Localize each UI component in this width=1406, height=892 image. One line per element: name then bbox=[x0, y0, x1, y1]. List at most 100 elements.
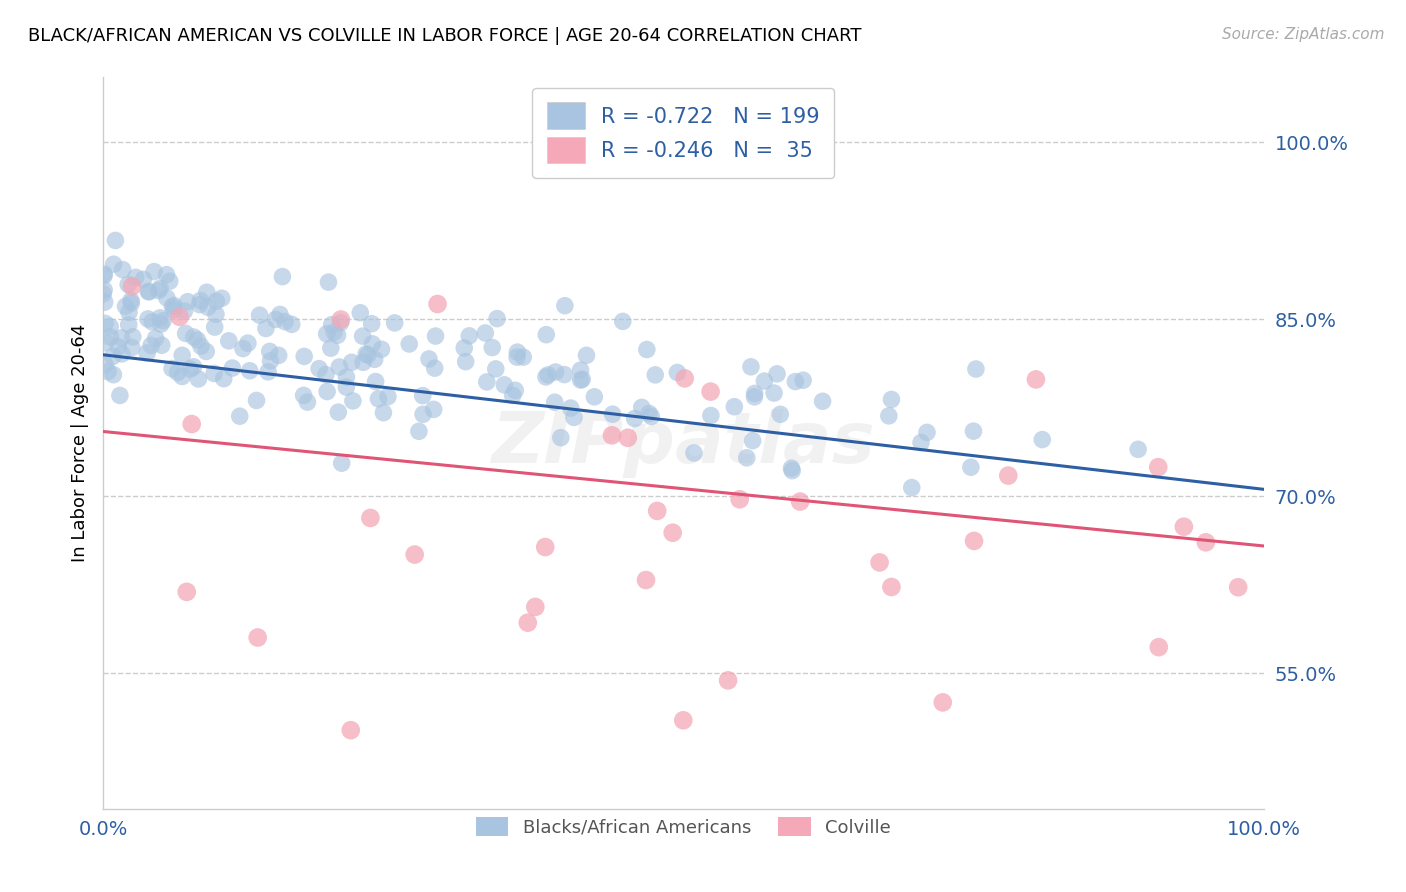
Point bbox=[1173, 519, 1195, 533]
Point bbox=[292, 388, 315, 402]
Point bbox=[717, 673, 740, 688]
Point bbox=[789, 494, 811, 508]
Point bbox=[740, 359, 762, 374]
Point bbox=[360, 317, 382, 331]
Point bbox=[384, 316, 406, 330]
Point bbox=[364, 375, 387, 389]
Point bbox=[915, 425, 938, 440]
Point bbox=[554, 299, 576, 313]
Point bbox=[963, 533, 986, 548]
Point bbox=[512, 350, 534, 364]
Point bbox=[318, 275, 340, 289]
Point bbox=[960, 460, 983, 475]
Point bbox=[354, 347, 377, 361]
Point bbox=[422, 402, 444, 417]
Point bbox=[323, 325, 346, 339]
Point bbox=[274, 315, 297, 329]
Point bbox=[172, 369, 194, 384]
Point bbox=[188, 298, 211, 312]
Point bbox=[269, 307, 291, 321]
Point bbox=[149, 310, 172, 325]
Point bbox=[880, 580, 903, 594]
Point bbox=[202, 367, 225, 381]
Point bbox=[315, 326, 337, 341]
Point bbox=[404, 548, 426, 562]
Point bbox=[104, 234, 127, 248]
Point bbox=[174, 326, 197, 341]
Point bbox=[361, 337, 384, 351]
Point bbox=[141, 315, 163, 329]
Point bbox=[190, 293, 212, 308]
Point bbox=[246, 631, 269, 645]
Point bbox=[156, 291, 179, 305]
Point bbox=[880, 392, 903, 407]
Point bbox=[180, 417, 202, 431]
Point bbox=[257, 365, 280, 379]
Point bbox=[328, 359, 350, 374]
Legend: Blacks/African Americans, Colville: Blacks/African Americans, Colville bbox=[468, 810, 898, 844]
Point bbox=[636, 343, 658, 357]
Point bbox=[179, 362, 201, 376]
Point bbox=[329, 316, 352, 330]
Point bbox=[205, 307, 228, 321]
Point bbox=[326, 328, 349, 343]
Point bbox=[744, 386, 766, 401]
Point bbox=[544, 395, 567, 409]
Point bbox=[93, 267, 115, 281]
Point bbox=[932, 695, 955, 709]
Point bbox=[172, 348, 194, 362]
Point bbox=[965, 362, 987, 376]
Point bbox=[792, 373, 814, 387]
Point bbox=[118, 305, 141, 319]
Point bbox=[94, 358, 117, 372]
Point bbox=[218, 334, 240, 348]
Point bbox=[475, 375, 498, 389]
Point bbox=[110, 331, 132, 345]
Point bbox=[1031, 433, 1053, 447]
Point bbox=[352, 355, 374, 369]
Point bbox=[766, 367, 789, 381]
Point bbox=[259, 344, 281, 359]
Point bbox=[183, 330, 205, 344]
Point bbox=[910, 435, 932, 450]
Point bbox=[259, 354, 281, 368]
Point bbox=[321, 318, 343, 332]
Point bbox=[160, 361, 183, 376]
Point bbox=[503, 384, 526, 398]
Point bbox=[553, 368, 575, 382]
Point bbox=[229, 409, 252, 424]
Point bbox=[357, 348, 380, 362]
Point bbox=[93, 283, 115, 297]
Point bbox=[111, 347, 134, 361]
Point bbox=[297, 395, 319, 409]
Point bbox=[281, 318, 304, 332]
Point bbox=[149, 317, 172, 331]
Point bbox=[1025, 372, 1047, 386]
Point bbox=[107, 340, 129, 354]
Point bbox=[877, 409, 900, 423]
Point bbox=[763, 386, 786, 401]
Point bbox=[661, 525, 683, 540]
Point bbox=[544, 365, 567, 379]
Point bbox=[125, 270, 148, 285]
Point bbox=[249, 308, 271, 322]
Point bbox=[121, 341, 143, 355]
Point bbox=[136, 312, 159, 326]
Point bbox=[176, 585, 198, 599]
Point bbox=[869, 556, 891, 570]
Point bbox=[744, 390, 766, 404]
Point bbox=[187, 372, 209, 386]
Point bbox=[1126, 442, 1149, 457]
Point bbox=[370, 343, 392, 357]
Point bbox=[221, 361, 243, 376]
Point bbox=[173, 304, 195, 318]
Text: ZIPpatlas: ZIPpatlas bbox=[492, 409, 876, 478]
Point bbox=[117, 277, 139, 292]
Point bbox=[197, 300, 219, 314]
Point bbox=[640, 409, 662, 424]
Point bbox=[536, 327, 558, 342]
Point bbox=[506, 350, 529, 364]
Point bbox=[377, 390, 399, 404]
Point bbox=[486, 311, 509, 326]
Point bbox=[205, 294, 228, 309]
